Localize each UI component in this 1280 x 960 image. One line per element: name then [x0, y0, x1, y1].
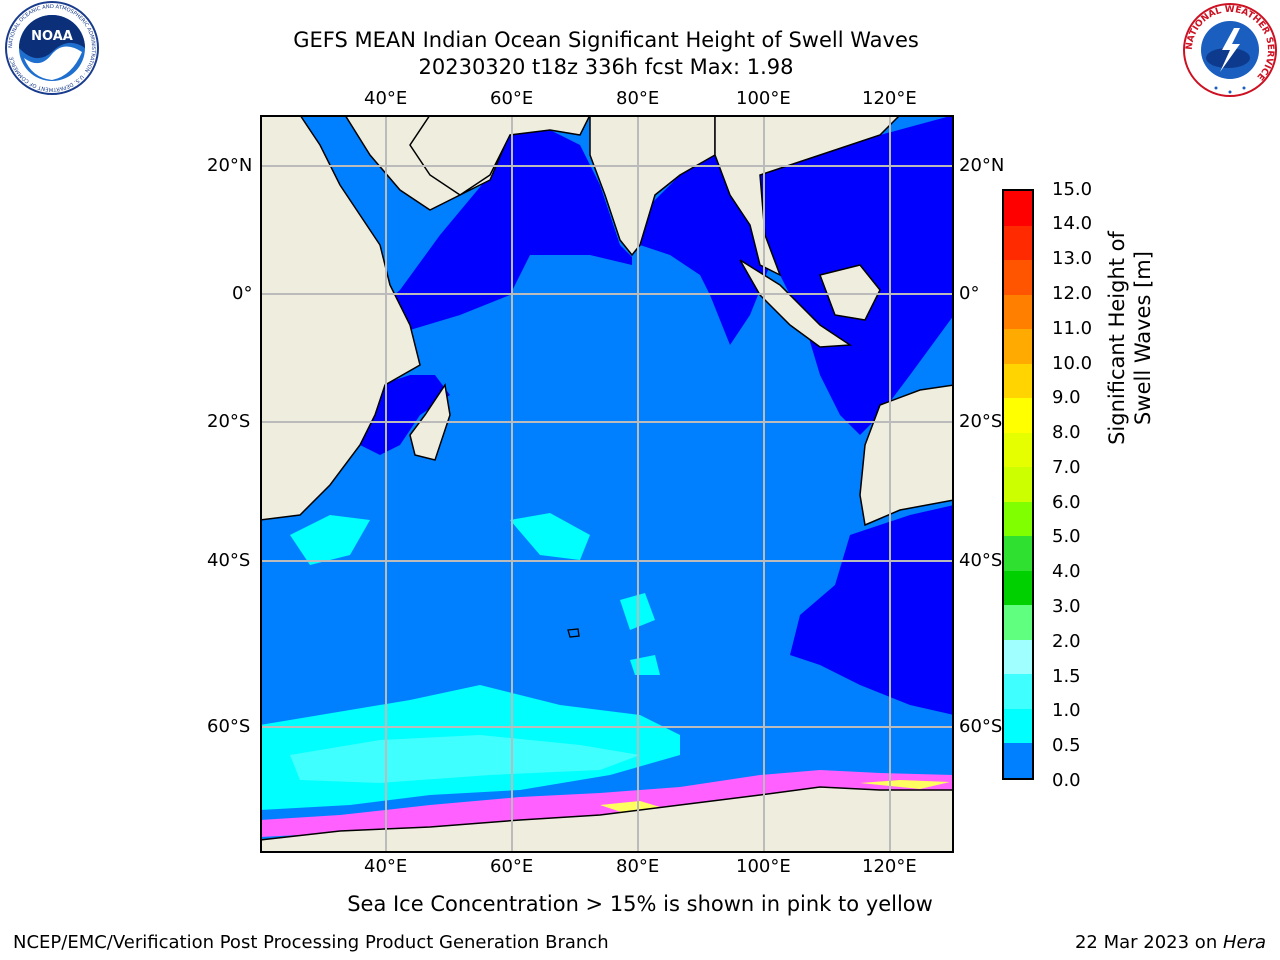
colorbar-segment — [1004, 570, 1032, 606]
cb-tick-4: 4.0 — [1052, 561, 1081, 582]
australia-land — [859, 384, 954, 527]
arabia-land — [409, 115, 591, 196]
cb-tick-3: 3.0 — [1052, 596, 1081, 617]
colorbar-segment — [1004, 398, 1032, 433]
colorbar-title: Significant Height of Swell Waves [m] — [1105, 231, 1155, 445]
cb-tick-8: 8.0 — [1052, 422, 1081, 443]
sea-ice-band — [260, 770, 954, 837]
colorbar-segment — [1004, 294, 1032, 330]
colorbar-segment — [1004, 674, 1032, 709]
cb-tick-2: 2.0 — [1052, 631, 1081, 652]
lat-label-right-40s: 40°S — [959, 550, 1003, 571]
sea-field-mid-cyan-2 — [510, 513, 590, 560]
lon-label-bottom-60e: 60°E — [490, 856, 534, 877]
cb-tick-12: 12.0 — [1052, 283, 1093, 304]
colorbar-segment — [1004, 639, 1032, 675]
kerguelen-island — [567, 628, 580, 638]
lon-label-bottom-100e: 100°E — [736, 856, 791, 877]
colorbar-segment — [1004, 363, 1032, 399]
lat-label-left-60s: 60°S — [207, 716, 251, 737]
cb-tick-14: 14.0 — [1052, 213, 1093, 234]
gridlines — [260, 115, 954, 853]
colorbar — [1002, 189, 1034, 780]
cb-tick-5: 5.0 — [1052, 526, 1081, 547]
colorbar-segment — [1004, 743, 1032, 778]
cb-tick-7: 7.0 — [1052, 457, 1081, 478]
cb-tick-6: 6.0 — [1052, 492, 1081, 513]
lon-label-top-120e: 120°E — [862, 88, 917, 109]
antarctica-land — [260, 786, 954, 853]
lat-label-left-0: 0° — [232, 283, 253, 304]
lat-label-left-20s: 20°S — [207, 411, 251, 432]
plot-title-line2: 20230320 t18z 336h fcst Max: 1.98 — [418, 55, 794, 79]
lat-label-right-0: 0° — [959, 283, 980, 304]
borneo-land — [819, 264, 881, 321]
lon-label-top-80e: 80°E — [616, 88, 660, 109]
colorbar-segment — [1004, 432, 1032, 468]
colorbar-segment — [1004, 708, 1032, 744]
lat-label-right-60s: 60°S — [959, 716, 1003, 737]
nws-logo: NATIONAL WEATHER SERVICE — [1178, 0, 1280, 100]
lat-label-left-40s: 40°S — [207, 550, 251, 571]
cb-tick-15: 15.0 — [1052, 179, 1093, 200]
sea-ice-note: Sea Ice Concentration > 15% is shown in … — [347, 892, 933, 916]
colorbar-segment — [1004, 605, 1032, 640]
colorbar-segment — [1004, 467, 1032, 502]
map-panel — [260, 115, 954, 853]
lon-label-top-40e: 40°E — [364, 88, 408, 109]
lon-label-bottom-80e: 80°E — [616, 856, 660, 877]
lon-label-top-60e: 60°E — [490, 88, 534, 109]
map-svg — [260, 115, 954, 853]
colorbar-segment — [1004, 260, 1032, 295]
lat-label-right-20n: 20°N — [959, 155, 1005, 176]
footer-right: 22 Mar 2023 on Hera — [1075, 933, 1266, 953]
sea-field-mid-cyan-1 — [290, 515, 370, 565]
cb-tick-10: 10.0 — [1052, 353, 1093, 374]
colorbar-segment — [1004, 225, 1032, 261]
sea-field-arabian-sea — [370, 130, 632, 355]
cb-tick-1: 1.0 — [1052, 700, 1081, 721]
cb-tick-9: 9.0 — [1052, 387, 1081, 408]
colorbar-segment — [1004, 191, 1032, 226]
cb-tick-0: 0.0 — [1052, 770, 1081, 791]
plot-title-line1: GEFS MEAN Indian Ocean Significant Heigh… — [293, 28, 919, 52]
lon-label-bottom-120e: 120°E — [862, 856, 917, 877]
colorbar-segment — [1004, 329, 1032, 364]
colorbar-segment — [1004, 501, 1032, 537]
cb-tick-13: 13.0 — [1052, 248, 1093, 269]
lon-label-bottom-40e: 40°E — [364, 856, 408, 877]
noaa-logo: NATIONAL OCEANIC AND ATMOSPHERIC ADMINIS… — [0, 0, 104, 100]
cb-tick-11: 11.0 — [1052, 318, 1093, 339]
cb-tick-1-5: 1.5 — [1052, 666, 1081, 687]
sea-field-southern-cyan-2 — [290, 735, 640, 783]
footer-left: NCEP/EMC/Verification Post Processing Pr… — [13, 932, 609, 953]
footer-date: 22 Mar 2023 on — [1074, 932, 1223, 953]
lon-label-top-100e: 100°E — [736, 88, 791, 109]
lat-label-right-20s: 20°S — [959, 411, 1003, 432]
se-asia-land — [714, 115, 902, 277]
footer-host: Hera — [1222, 932, 1266, 953]
noaa-wordmark: NOAA — [31, 29, 73, 44]
sea-field-southeast — [790, 505, 954, 715]
lat-label-left-20n: 20°N — [207, 155, 253, 176]
cb-tick-0-5: 0.5 — [1052, 735, 1081, 756]
colorbar-segment — [1004, 536, 1032, 571]
map-frame — [260, 115, 954, 853]
